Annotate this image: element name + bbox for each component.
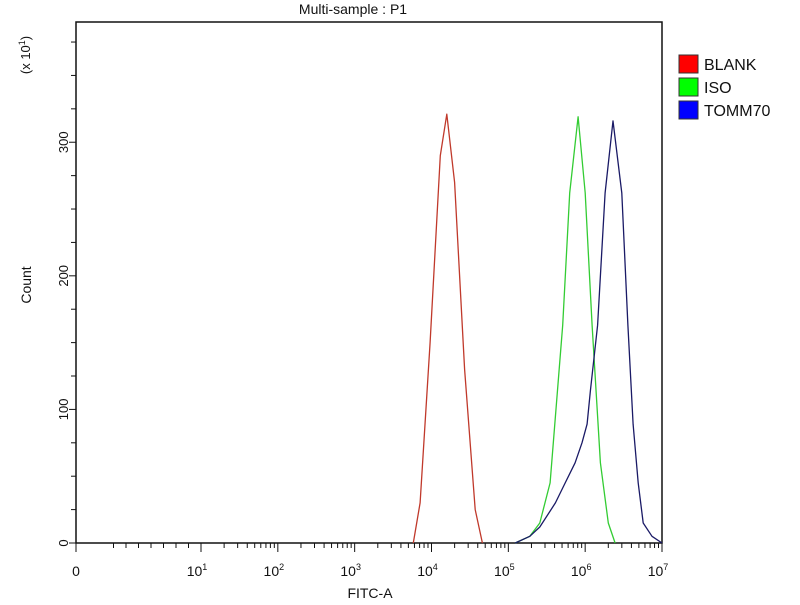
- x-tick-base: 10: [571, 563, 587, 579]
- x-tick-base: 0: [72, 563, 80, 579]
- series-line-iso: [514, 116, 616, 544]
- series-line-tomm70: [514, 120, 663, 544]
- x-tick-base: 10: [264, 563, 280, 579]
- x-tick-label: 103: [340, 562, 361, 579]
- series-line-blank: [412, 113, 484, 544]
- x-tick-exponent: 5: [510, 562, 515, 572]
- x-tick-base: 10: [340, 563, 356, 579]
- legend-label-iso: ISO: [704, 80, 732, 97]
- legend-swatch-tomm70: [678, 100, 699, 120]
- x-tick-label: 105: [494, 562, 515, 579]
- legend-swatch-iso: [678, 77, 699, 97]
- y-multiplier-exp: 1: [17, 40, 27, 45]
- y-tick-label: 300: [56, 131, 71, 153]
- legend-label-tomm70: TOMM70: [704, 103, 770, 120]
- y-tick-label: 100: [56, 399, 71, 421]
- y-tick-label: 200: [56, 265, 71, 287]
- y-multiplier-base: (x 10: [18, 45, 33, 74]
- y-axis-multiplier: (x 101): [17, 36, 33, 74]
- x-tick-label: 106: [571, 562, 592, 579]
- x-tick-label: 107: [648, 562, 669, 579]
- x-tick-exponent: 3: [356, 562, 361, 572]
- legend: BLANK ISO TOMM70: [678, 54, 770, 120]
- x-tick-base: 10: [417, 563, 433, 579]
- x-tick-exponent: 7: [663, 562, 668, 572]
- x-tick-label: 0: [72, 563, 80, 579]
- x-tick-base: 10: [494, 563, 510, 579]
- x-tick-exponent: 2: [279, 562, 284, 572]
- x-tick-exponent: 6: [586, 562, 591, 572]
- y-multiplier-close: ): [18, 36, 33, 40]
- y-axis-label: Count: [18, 266, 34, 303]
- x-tick-label: 104: [417, 562, 438, 579]
- legend-label-blank: BLANK: [704, 57, 757, 74]
- legend-swatch-blank: [678, 54, 699, 74]
- plot-frame: [75, 21, 663, 544]
- x-tick-base: 10: [648, 563, 664, 579]
- x-tick-label: 101: [187, 562, 208, 579]
- x-tick-label: 102: [264, 562, 285, 579]
- x-axis-label: FITC-A: [347, 585, 393, 600]
- chart-title: Multi-sample : P1: [299, 1, 407, 17]
- y-tick-label: 0: [56, 539, 71, 546]
- x-tick-exponent: 4: [433, 562, 438, 572]
- x-tick-exponent: 1: [202, 562, 207, 572]
- x-tick-base: 10: [187, 563, 203, 579]
